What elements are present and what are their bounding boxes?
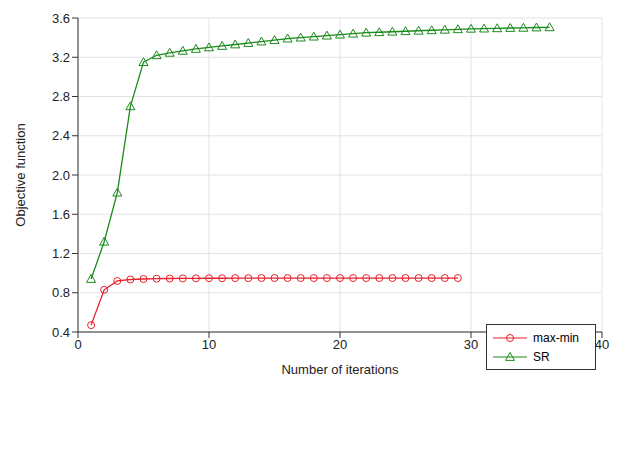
svg-text:2.8: 2.8	[52, 89, 70, 104]
svg-text:0.8: 0.8	[52, 285, 70, 300]
svg-text:2.4: 2.4	[52, 128, 70, 143]
svg-text:0: 0	[74, 337, 81, 352]
html-text:max-min: max-min	[533, 330, 579, 345]
svg-text:30: 30	[464, 337, 478, 352]
svg-text:Objective function: Objective function	[13, 123, 28, 226]
svg-text:3.6: 3.6	[52, 11, 70, 26]
svg-text:Number of iterations: Number of iterations	[281, 362, 399, 377]
svg-text:3.2: 3.2	[52, 50, 70, 65]
html-text:SR: SR	[533, 349, 550, 364]
svg-text:1.2: 1.2	[52, 246, 70, 261]
svg-text:40: 40	[595, 337, 609, 352]
svg-text:20: 20	[333, 337, 347, 352]
svg-text:0.4: 0.4	[52, 325, 70, 340]
svg-text:2.0: 2.0	[52, 168, 70, 183]
svg-text:1.6: 1.6	[52, 207, 70, 222]
svg-text:10: 10	[202, 337, 216, 352]
